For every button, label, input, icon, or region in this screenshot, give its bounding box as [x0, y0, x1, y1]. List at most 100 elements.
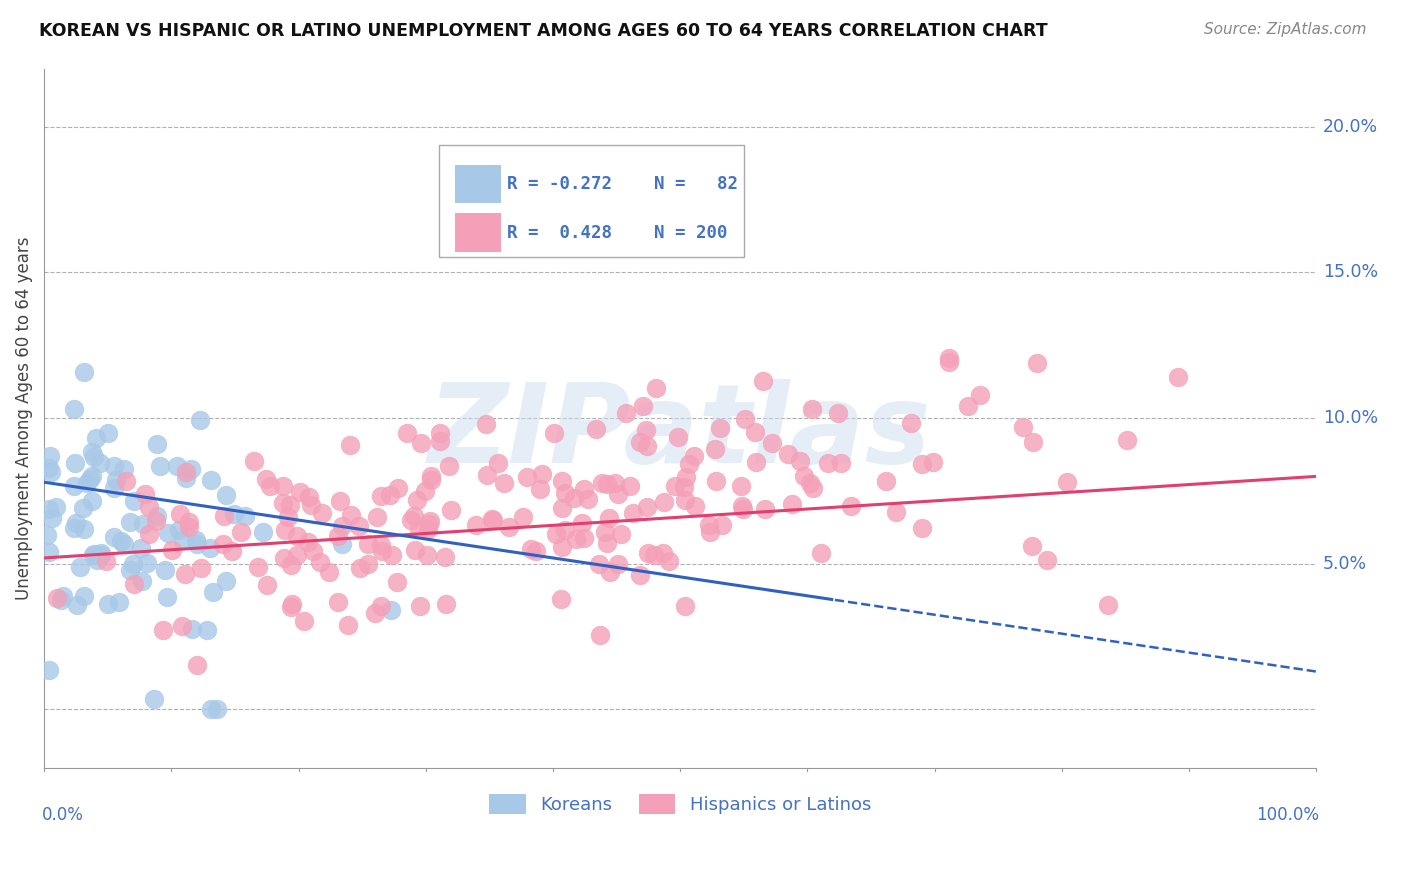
- Point: [1026, 356, 1049, 370]
- Point: [103, 481, 125, 495]
- Point: [152, 623, 174, 637]
- Text: Source: ZipAtlas.com: Source: ZipAtlas.com: [1204, 22, 1367, 37]
- Point: [419, 514, 441, 528]
- Point: [387, 481, 409, 495]
- Point: [149, 458, 172, 473]
- Point: [589, 628, 612, 642]
- Point: [108, 595, 131, 609]
- Point: [643, 549, 665, 563]
- Point: [138, 500, 160, 514]
- Point: [222, 507, 245, 521]
- Point: [146, 437, 169, 451]
- Point: [598, 511, 620, 525]
- Point: [733, 502, 755, 516]
- Point: [330, 519, 353, 533]
- Point: [751, 374, 773, 388]
- Point: [793, 468, 815, 483]
- Point: [86, 431, 108, 445]
- Point: [38, 545, 60, 559]
- Point: [711, 517, 734, 532]
- Y-axis label: Unemployment Among Ages 60 to 64 years: Unemployment Among Ages 60 to 64 years: [15, 236, 32, 599]
- Point: [311, 506, 333, 520]
- Point: [631, 399, 654, 413]
- Point: [357, 558, 380, 572]
- Point: [110, 534, 132, 549]
- Point: [247, 559, 270, 574]
- Point: [911, 457, 934, 471]
- Point: [603, 476, 626, 491]
- Point: [699, 524, 721, 539]
- Point: [114, 537, 136, 551]
- Point: [73, 589, 96, 603]
- Point: [401, 513, 423, 527]
- Point: [349, 561, 371, 575]
- Point: [408, 522, 430, 536]
- Point: [72, 366, 94, 380]
- Point: [780, 497, 803, 511]
- Point: [529, 483, 551, 497]
- Point: [280, 558, 302, 572]
- Point: [731, 499, 754, 513]
- Point: [591, 476, 613, 491]
- Point: [63, 402, 86, 417]
- Point: [418, 516, 440, 531]
- Point: [46, 591, 69, 605]
- Point: [155, 591, 177, 605]
- Point: [543, 425, 565, 440]
- Point: [1021, 539, 1043, 553]
- Point: [177, 516, 200, 530]
- Point: [911, 520, 934, 534]
- Point: [188, 413, 211, 427]
- Point: [301, 543, 323, 558]
- Point: [285, 548, 308, 562]
- Point: [900, 416, 922, 430]
- Point: [817, 456, 839, 470]
- Point: [97, 425, 120, 440]
- Point: [512, 510, 534, 524]
- Point: [86, 553, 108, 567]
- Point: [162, 543, 184, 558]
- Point: [827, 406, 849, 420]
- Point: [619, 478, 641, 492]
- Point: [39, 449, 62, 463]
- Point: [599, 565, 621, 579]
- Point: [41, 510, 63, 524]
- Point: [419, 473, 441, 487]
- Point: [122, 557, 145, 571]
- Point: [637, 439, 659, 453]
- Point: [371, 543, 394, 558]
- Point: [922, 455, 945, 469]
- FancyBboxPatch shape: [456, 213, 501, 252]
- Point: [429, 434, 451, 448]
- Point: [103, 530, 125, 544]
- Point: [105, 474, 128, 488]
- Point: [200, 474, 222, 488]
- Point: [278, 499, 301, 513]
- Point: [413, 484, 436, 499]
- Text: KOREAN VS HISPANIC OR LATINO UNEMPLOYMENT AMONG AGES 60 TO 64 YEARS CORRELATION : KOREAN VS HISPANIC OR LATINO UNEMPLOYMEN…: [39, 22, 1047, 40]
- Point: [486, 456, 509, 470]
- Point: [524, 543, 547, 558]
- Point: [277, 510, 299, 524]
- Point: [744, 425, 766, 440]
- Point: [801, 402, 824, 417]
- Point: [330, 537, 353, 551]
- Point: [242, 454, 264, 468]
- Point: [482, 513, 505, 527]
- Point: [418, 522, 440, 536]
- Point: [370, 599, 392, 614]
- Point: [145, 514, 167, 528]
- Point: [180, 461, 202, 475]
- Point: [271, 479, 294, 493]
- Point: [80, 445, 103, 459]
- Point: [336, 618, 359, 632]
- Point: [90, 548, 112, 562]
- Point: [280, 599, 302, 614]
- Point: [271, 496, 294, 510]
- Point: [554, 523, 576, 537]
- Point: [256, 578, 278, 592]
- Point: [565, 533, 588, 547]
- Point: [370, 489, 392, 503]
- FancyBboxPatch shape: [456, 164, 501, 203]
- Point: [699, 517, 721, 532]
